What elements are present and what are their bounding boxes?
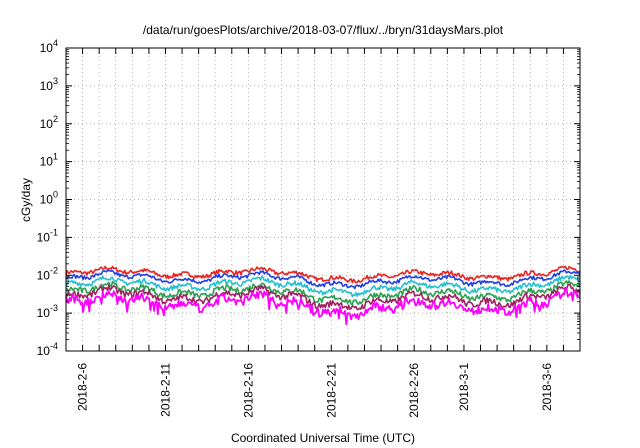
y-tick-label: 101 — [40, 152, 58, 169]
x-tick-label: 2018-2-6 — [76, 363, 90, 411]
y-tick-label: 10-4 — [37, 341, 58, 358]
chart-title: /data/run/goesPlots/archive/2018-03-07/f… — [143, 23, 504, 37]
x-tick-label: 2018-2-26 — [407, 363, 421, 418]
series-line — [65, 287, 581, 326]
x-tick-label: 2018-2-21 — [324, 363, 338, 418]
x-tick-label: 2018-3-6 — [540, 363, 554, 411]
y-tick-exponent: 2 — [53, 114, 58, 124]
y-tick-exponent: 4 — [53, 38, 58, 48]
y-tick-label: 104 — [40, 38, 58, 55]
y-tick-exponent: -3 — [50, 303, 58, 313]
y-tick-exponent: -2 — [50, 265, 58, 275]
y-axis-label: cGy/day — [19, 178, 33, 222]
x-axis-label: Coordinated Universal Time (UTC) — [231, 431, 415, 445]
y-tick-exponent: 0 — [53, 190, 58, 200]
y-tick-label: 10-3 — [37, 303, 58, 320]
y-tick-label: 100 — [40, 190, 58, 207]
series-line — [65, 269, 581, 290]
x-tick-label: 2018-2-11 — [158, 363, 172, 417]
series-line — [65, 274, 581, 298]
y-tick-exponent: 3 — [53, 76, 58, 86]
y-tick-exponent: 1 — [53, 152, 58, 162]
series-line — [65, 265, 581, 284]
x-tick-label: 2018-3-1 — [457, 363, 471, 411]
series-line — [65, 283, 581, 311]
y-tick-label: 103 — [40, 76, 58, 93]
series-line — [65, 280, 581, 306]
y-tick-label: 102 — [40, 114, 58, 131]
series-group — [65, 265, 581, 326]
y-tick-label: 10-2 — [37, 265, 58, 282]
y-tick-label: 10-1 — [37, 227, 58, 244]
y-tick-exponent: -1 — [50, 227, 58, 237]
x-tick-label: 2018-2-16 — [241, 363, 255, 418]
y-tick-exponent: -4 — [50, 341, 58, 351]
